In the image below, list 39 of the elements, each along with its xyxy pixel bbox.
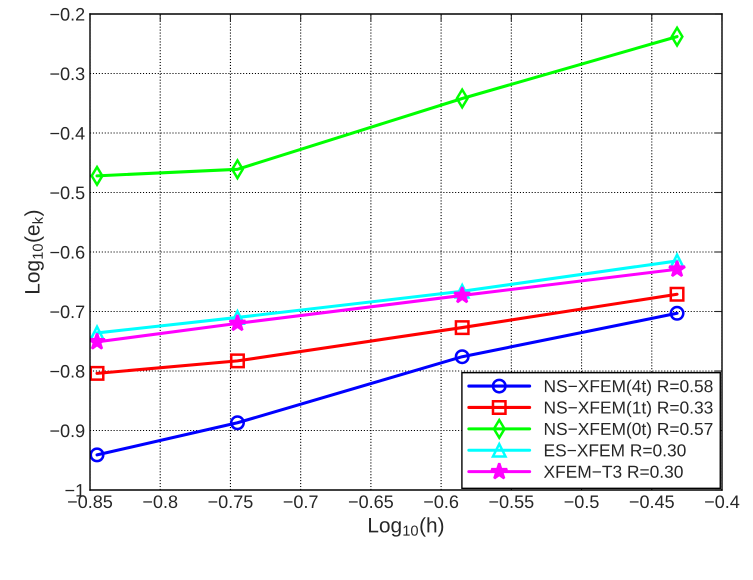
y-tick-label: −0.3 bbox=[50, 67, 84, 80]
point bbox=[670, 286, 685, 302]
x-tick-label: −0.7 bbox=[284, 495, 318, 508]
point bbox=[90, 447, 105, 462]
y-tick-label: −0.8 bbox=[50, 364, 84, 378]
y-tick-label: −0.4 bbox=[50, 126, 85, 140]
y-tick-label: −0.5 bbox=[50, 186, 84, 200]
x-tick-label: −0.75 bbox=[208, 495, 253, 508]
point bbox=[454, 349, 470, 364]
x-tick-label: −0.85 bbox=[68, 495, 112, 508]
x-tick-label: −0.45 bbox=[630, 495, 674, 508]
legend-label: NS−XFEM(1t) R=0.33 bbox=[544, 400, 713, 418]
point bbox=[230, 415, 245, 430]
x-axis-title: Log$_{10}$(h) bbox=[369, 517, 444, 537]
x-tick-label: −0.65 bbox=[348, 495, 393, 508]
point bbox=[454, 320, 470, 336]
point bbox=[668, 260, 686, 278]
y-tick-label: −0.7 bbox=[50, 305, 84, 318]
legend-label: ES−XFEM R=0.30 bbox=[544, 444, 686, 456]
point bbox=[453, 286, 472, 304]
legend-label: NS−XFEM(4t) R=0.58 bbox=[544, 380, 713, 396]
x-tick-label: −0.6 bbox=[424, 495, 458, 508]
point bbox=[230, 310, 245, 325]
point bbox=[454, 284, 470, 299]
point bbox=[670, 306, 685, 321]
y-tick-label: −0.6 bbox=[50, 246, 84, 259]
legend-label: NS−XFEM(0t) R=0.57 bbox=[544, 422, 712, 439]
point bbox=[230, 353, 245, 368]
x-tick-label: −0.5 bbox=[564, 495, 599, 508]
x-tick-label: −0.8 bbox=[143, 495, 178, 508]
point bbox=[228, 314, 247, 332]
y-tick-label: −0.2 bbox=[50, 8, 84, 21]
x-tick-label: −0.4 bbox=[705, 495, 740, 508]
point bbox=[670, 253, 685, 268]
legend-label: XFEM−T3 R=0.30 bbox=[544, 466, 683, 478]
y-axis-title: Log$_{10}$(e$_{k}$) bbox=[24, 210, 44, 293]
x-tick-label: −0.55 bbox=[489, 495, 534, 508]
y-tick-label: −0.9 bbox=[50, 424, 84, 438]
point bbox=[90, 366, 105, 381]
